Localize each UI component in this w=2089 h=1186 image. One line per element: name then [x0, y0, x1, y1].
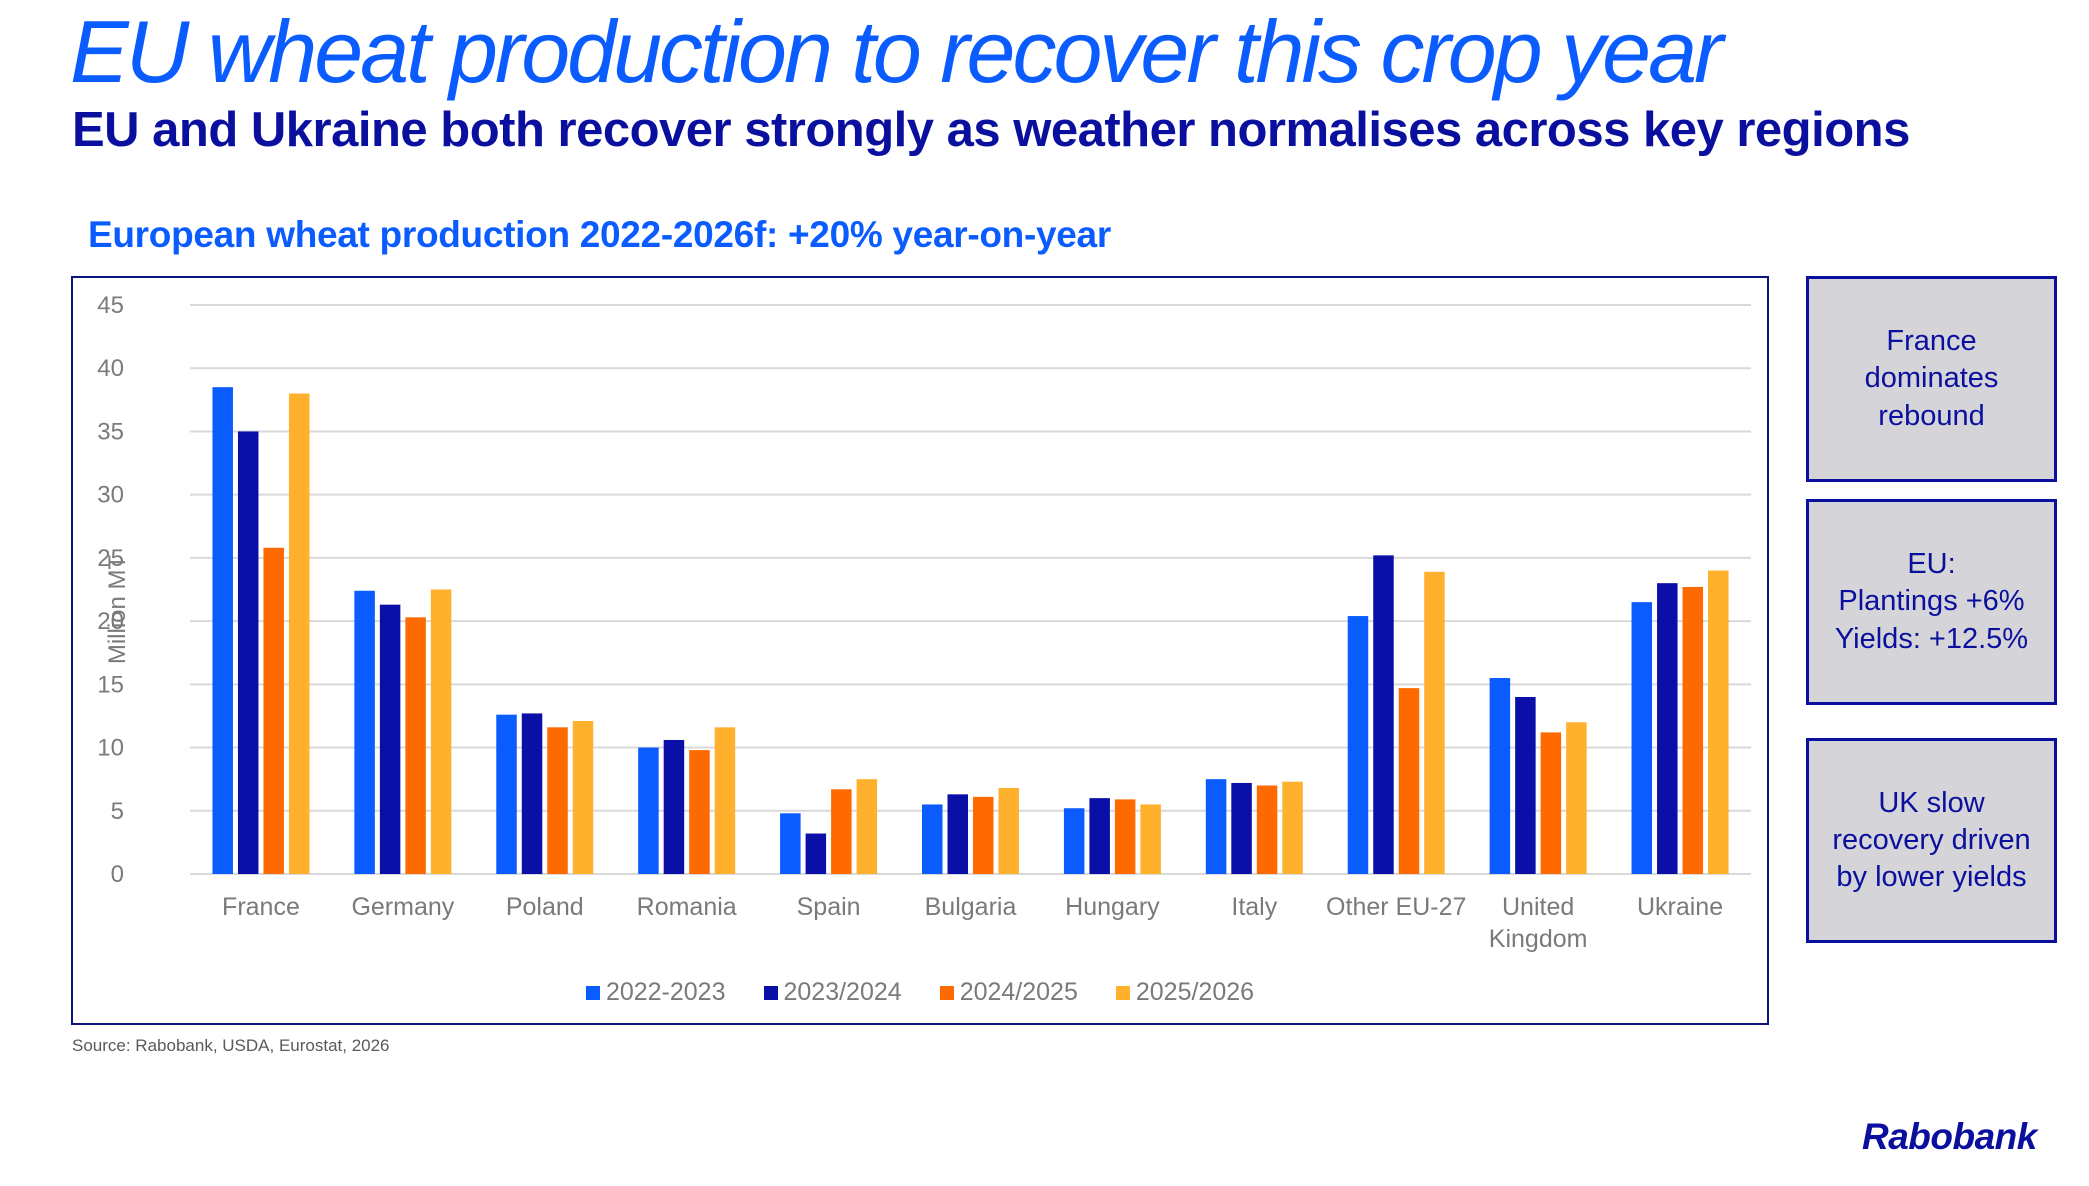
legend-item: 2022-2023 — [585, 978, 726, 1007]
page-subtitle: EU and Ukraine both recover strongly as … — [72, 103, 1910, 157]
bar — [237, 431, 259, 874]
bar — [1205, 779, 1227, 874]
legend-label: 2022-2023 — [605, 978, 726, 1006]
bar — [405, 617, 426, 874]
y-tick-label: 15 — [97, 671, 124, 698]
y-tick-label: 5 — [111, 798, 124, 825]
y-tick-label: 45 — [97, 292, 124, 319]
y-tick-label: 10 — [97, 735, 124, 762]
bar — [263, 547, 284, 874]
bar — [1631, 602, 1653, 874]
bar — [1347, 616, 1369, 874]
bar — [1708, 570, 1729, 874]
y-tick-label: 20 — [97, 608, 124, 635]
x-tick-label: Spain — [797, 893, 861, 921]
bar — [831, 789, 852, 874]
legend-label: 2024/2025 — [959, 978, 1078, 1006]
legend-swatch — [1115, 985, 1130, 1000]
bar — [973, 796, 994, 874]
bar — [496, 714, 517, 874]
bar — [689, 750, 710, 874]
bar — [638, 747, 659, 874]
y-tick-label: 35 — [97, 418, 124, 445]
bar — [998, 788, 1019, 874]
y-tick-label: 25 — [97, 545, 124, 572]
bar — [1515, 696, 1536, 874]
bar — [430, 589, 452, 874]
bar — [922, 804, 943, 874]
x-tick-label: Poland — [506, 893, 584, 921]
bar — [1566, 722, 1587, 874]
bar — [1489, 678, 1511, 874]
x-tick-label: Romania — [637, 893, 737, 921]
bar — [663, 739, 685, 874]
x-tick-label: Bulgaria — [925, 893, 1017, 921]
bar — [288, 393, 310, 874]
rabobank-logo: Rabobank — [1862, 1116, 2037, 1157]
bar — [1682, 586, 1704, 874]
bar — [1089, 798, 1110, 874]
legend-label: 2023/2024 — [783, 978, 902, 1006]
x-tick-label: Other EU-27 — [1326, 893, 1466, 921]
x-tick-label: Ukraine — [1637, 893, 1723, 921]
bar — [1231, 782, 1252, 874]
legend-swatch — [763, 985, 778, 1000]
source-note: Source: Rabobank, USDA, Eurostat, 2026 — [72, 1036, 390, 1055]
legend-swatch — [939, 985, 954, 1000]
bar — [379, 604, 401, 874]
bar-chart: 0 5 10 15 20 25 30 35 40 45 Million MT France German… — [97, 292, 1751, 953]
bar — [856, 779, 878, 874]
y-tick-label: 30 — [97, 482, 124, 509]
callout-text: EU: Plantings +6% Yields: +12.5% — [1834, 548, 2029, 655]
x-tick-label: France — [222, 893, 300, 921]
x-tick-label: Hungary — [1065, 893, 1160, 921]
legend-label: 2025/2026 — [1135, 978, 1255, 1006]
callout-eu: EU: Plantings +6% Yields: +12.5% — [1806, 499, 2057, 705]
legend-swatch — [585, 985, 600, 1000]
bar — [805, 833, 827, 874]
bar — [1282, 781, 1303, 874]
chart-container: 0 5 10 15 20 25 30 35 40 45 Million MT France German… — [71, 276, 1769, 1025]
chart-title: European wheat production 2022-2026f: +2… — [88, 214, 1111, 255]
chart-legend: 2022-2023 2023/2024 2024/2025 2025/2026 — [73, 978, 1767, 1007]
legend-item: 2025/2026 — [1115, 978, 1255, 1007]
bar — [1140, 804, 1161, 874]
callout-uk: UK slow recovery driven by lower yields — [1806, 738, 2057, 943]
callout-text: UK slow recovery driven by lower yields — [1832, 786, 2031, 894]
callout-france: France dominates rebound — [1806, 276, 2057, 482]
page-title: EU wheat production to recover this crop… — [70, 2, 1723, 101]
bar — [714, 727, 736, 874]
bar — [547, 727, 568, 874]
bar — [1398, 688, 1420, 874]
bar — [1114, 799, 1136, 874]
legend-item: 2024/2025 — [939, 978, 1078, 1007]
legend-item: 2023/2024 — [763, 978, 902, 1007]
bar — [1540, 732, 1562, 874]
bar — [572, 721, 594, 874]
y-tick-label: 0 — [111, 861, 124, 888]
bar — [1657, 583, 1678, 874]
x-tick-label: United — [1502, 893, 1574, 921]
bar — [947, 794, 968, 874]
bar — [1063, 808, 1085, 874]
x-tick-label: Germany — [351, 893, 454, 921]
bar — [521, 713, 543, 874]
x-tick-label: Kingdom — [1489, 925, 1588, 953]
x-tick-label: Italy — [1231, 893, 1277, 921]
bar — [212, 387, 233, 874]
bar — [1424, 571, 1445, 874]
y-tick-label: 40 — [97, 355, 124, 382]
bar — [1256, 785, 1278, 874]
bar — [1373, 555, 1394, 874]
y-axis-label: Million MT — [104, 554, 131, 664]
bar — [780, 813, 801, 874]
callout-text: France dominates rebound — [1864, 325, 1999, 432]
bar — [354, 590, 375, 874]
